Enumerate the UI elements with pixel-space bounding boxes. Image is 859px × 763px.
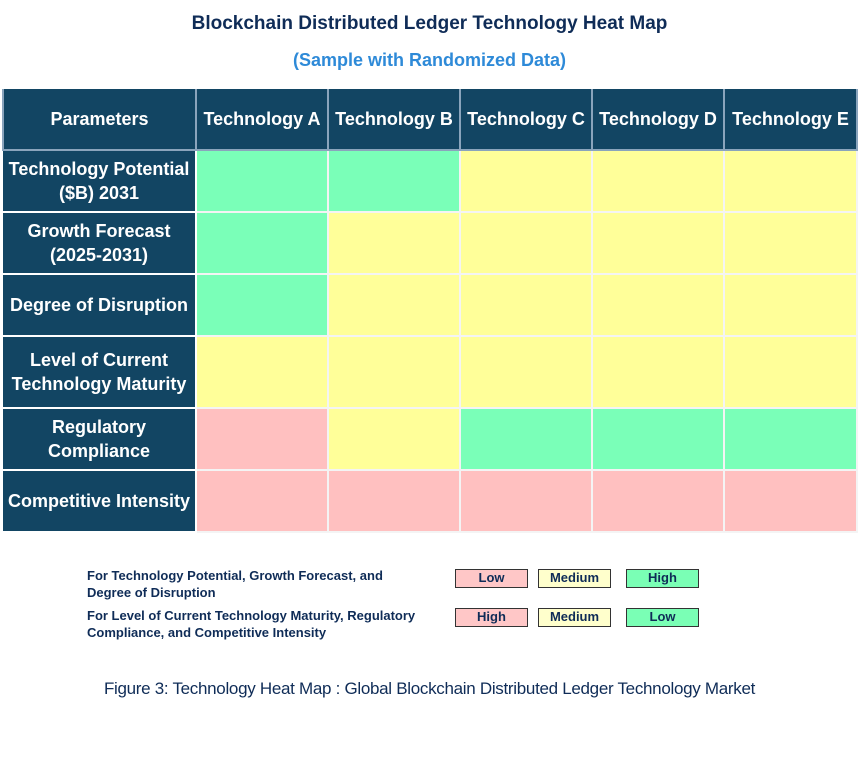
heatmap-cell: [591, 335, 725, 409]
column-header: Technology A: [195, 89, 329, 151]
heatmap-table: Parameters Technology A Technology B Techn…: [2, 89, 858, 533]
heatmap-cell: [195, 407, 329, 471]
row-label: Level of Current Technology Maturity: [3, 335, 197, 409]
heatmap-cell: [591, 211, 725, 275]
heatmap-cell: [723, 335, 858, 409]
legend-swatch: Low: [626, 608, 699, 627]
heatmap-cell: [723, 469, 858, 533]
legend-swatch: High: [455, 608, 528, 627]
legend-swatch: Medium: [538, 608, 611, 627]
heatmap-cell: [327, 407, 461, 471]
legend-swatch: High: [626, 569, 699, 588]
heatmap-cell: [327, 335, 461, 409]
column-header: Technology C: [459, 89, 593, 151]
heatmap-cell: [195, 211, 329, 275]
heatmap-cell: [459, 407, 593, 471]
heatmap-row: Regulatory Compliance: [3, 407, 858, 471]
heatmap-cell: [195, 273, 329, 337]
row-label: Degree of Disruption: [3, 273, 197, 337]
heatmap-cell: [459, 273, 593, 337]
heatmap-cell: [459, 149, 593, 213]
heatmap-row: Level of Current Technology Maturity: [3, 335, 858, 409]
corner-header: Parameters: [2, 89, 197, 151]
legend-swatch: Low: [455, 569, 528, 588]
heatmap-cell: [195, 149, 329, 213]
heatmap-cell: [723, 211, 858, 275]
column-header: Technology E: [723, 89, 858, 151]
heatmap-cell: [327, 211, 461, 275]
row-label: Technology Potential ($B) 2031: [3, 149, 197, 213]
heatmap-row: Competitive Intensity: [3, 469, 858, 533]
chart-title: Blockchain Distributed Ledger Technology…: [191, 13, 668, 34]
heatmap-cell: [327, 469, 461, 533]
heatmap-cell: [591, 469, 725, 533]
legend-description: For Technology Potential, Growth Forecas…: [87, 568, 383, 600]
heatmap-cell: [459, 469, 593, 533]
heatmap-cell: [723, 273, 858, 337]
heatmap-cell: [723, 149, 858, 213]
heatmap-cell: [195, 469, 329, 533]
heatmap-cell: [459, 211, 593, 275]
heatmap-row: Growth Forecast (2025-2031): [3, 211, 858, 275]
heatmap-cell: [591, 149, 725, 213]
legend-description: For Level of Current Technology Maturity…: [87, 608, 416, 640]
heatmap-cell: [327, 273, 461, 337]
heatmap-cell: [195, 335, 329, 409]
heatmap-row: Degree of Disruption: [3, 273, 858, 337]
row-label: Competitive Intensity: [3, 469, 197, 533]
row-label: Regulatory Compliance: [3, 407, 197, 471]
heatmap-cell: [327, 149, 461, 213]
legend-swatch: Medium: [538, 569, 611, 588]
heatmap-row: Technology Potential ($B) 2031: [3, 149, 858, 213]
heatmap-cell: [459, 335, 593, 409]
column-header: Technology D: [591, 89, 725, 151]
figure-caption: Figure 3: Technology Heat Map : Global B…: [103, 679, 756, 698]
heatmap-cell: [591, 273, 725, 337]
heatmap-cell: [591, 407, 725, 471]
heatmap-cell: [723, 407, 858, 471]
chart-subtitle: (Sample with Randomized Data): [292, 50, 567, 70]
column-header: Technology B: [327, 89, 461, 151]
row-label: Growth Forecast (2025-2031): [3, 211, 197, 275]
